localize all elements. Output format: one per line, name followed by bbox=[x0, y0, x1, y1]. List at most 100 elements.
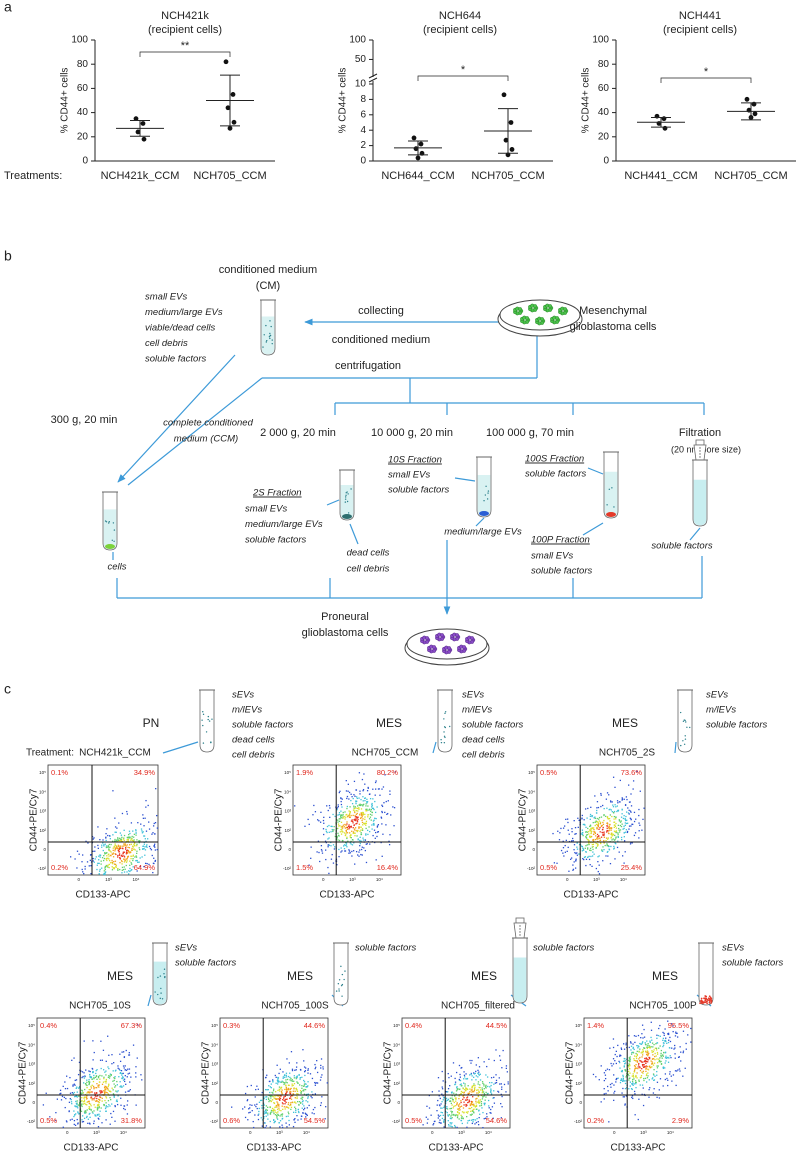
event bbox=[598, 835, 600, 837]
x-tick-label: 10³ bbox=[93, 1130, 100, 1135]
event bbox=[119, 838, 122, 840]
treatment-name: NCH705_2S bbox=[599, 748, 655, 759]
event bbox=[644, 1060, 646, 1062]
event bbox=[93, 1076, 95, 1079]
event bbox=[103, 1091, 106, 1093]
event bbox=[108, 1067, 110, 1070]
event bbox=[592, 821, 594, 824]
event bbox=[123, 1105, 126, 1107]
data-point bbox=[501, 92, 507, 98]
event bbox=[76, 1086, 78, 1088]
pellet-dot bbox=[699, 1002, 702, 1005]
event bbox=[590, 828, 592, 831]
event bbox=[655, 1055, 657, 1057]
y-tick-label: 100 bbox=[71, 35, 88, 46]
event bbox=[483, 1104, 486, 1106]
event bbox=[285, 1101, 287, 1103]
event bbox=[629, 1081, 632, 1083]
event bbox=[651, 1061, 653, 1063]
event bbox=[388, 843, 391, 846]
event bbox=[88, 1101, 90, 1103]
event bbox=[114, 1104, 116, 1107]
event bbox=[104, 852, 106, 854]
event bbox=[108, 1083, 110, 1085]
event bbox=[83, 1040, 85, 1042]
event bbox=[601, 829, 604, 831]
event bbox=[479, 1073, 481, 1075]
event bbox=[122, 1077, 124, 1079]
event bbox=[90, 1087, 92, 1089]
event bbox=[106, 852, 108, 854]
event bbox=[375, 788, 377, 790]
event bbox=[475, 1075, 477, 1077]
event bbox=[448, 1125, 450, 1127]
particle bbox=[344, 970, 346, 972]
event bbox=[634, 1041, 636, 1044]
event bbox=[675, 1032, 677, 1035]
content-label: soluble factors bbox=[355, 943, 417, 954]
event bbox=[485, 1074, 487, 1076]
event bbox=[342, 813, 344, 816]
event bbox=[676, 1032, 678, 1034]
event bbox=[114, 838, 116, 841]
event bbox=[72, 1093, 75, 1095]
event bbox=[616, 810, 618, 813]
event bbox=[607, 845, 609, 847]
event bbox=[361, 814, 363, 816]
event bbox=[664, 1078, 667, 1081]
event bbox=[120, 847, 122, 849]
event bbox=[265, 1105, 267, 1107]
event bbox=[479, 1089, 482, 1091]
event bbox=[73, 1115, 75, 1118]
label: 300 g, 20 min bbox=[51, 414, 118, 426]
event bbox=[467, 1092, 469, 1095]
event bbox=[668, 1057, 670, 1059]
content-label: soluble factors bbox=[232, 720, 294, 731]
event bbox=[449, 1122, 451, 1124]
event bbox=[678, 1068, 681, 1070]
event bbox=[129, 837, 131, 839]
event bbox=[653, 1088, 655, 1090]
y-tick-label: 10² bbox=[28, 1081, 35, 1086]
event bbox=[114, 860, 117, 862]
event bbox=[284, 1100, 286, 1102]
event bbox=[345, 790, 348, 792]
event bbox=[582, 848, 585, 850]
event bbox=[123, 1067, 125, 1069]
event bbox=[99, 854, 102, 856]
event bbox=[113, 1062, 115, 1064]
event bbox=[482, 1082, 484, 1085]
event bbox=[110, 1099, 112, 1101]
event bbox=[578, 853, 580, 855]
event bbox=[92, 1112, 94, 1114]
event bbox=[114, 1105, 116, 1108]
event bbox=[336, 835, 338, 838]
event bbox=[108, 843, 110, 846]
y-tick-label: 0 bbox=[43, 847, 46, 852]
event bbox=[104, 1093, 106, 1095]
event bbox=[267, 1114, 269, 1116]
event bbox=[631, 1083, 633, 1086]
event bbox=[80, 1100, 82, 1103]
event bbox=[676, 1036, 679, 1038]
event bbox=[123, 851, 126, 853]
event bbox=[104, 843, 106, 845]
event bbox=[279, 1115, 281, 1117]
event bbox=[605, 1092, 607, 1095]
event bbox=[463, 1076, 466, 1078]
event bbox=[305, 1116, 307, 1118]
event bbox=[658, 1097, 661, 1099]
event bbox=[648, 1058, 651, 1060]
event bbox=[119, 1086, 121, 1088]
event bbox=[275, 1082, 277, 1084]
event bbox=[611, 832, 613, 834]
event bbox=[351, 802, 354, 805]
event bbox=[135, 860, 137, 862]
event bbox=[258, 1107, 260, 1110]
y-tick-label: 10³ bbox=[284, 809, 291, 814]
event bbox=[138, 840, 140, 842]
event bbox=[572, 869, 574, 871]
x-tick-label: NCH705_CCM bbox=[471, 170, 544, 182]
tube-body bbox=[437, 689, 453, 753]
event bbox=[114, 831, 116, 833]
